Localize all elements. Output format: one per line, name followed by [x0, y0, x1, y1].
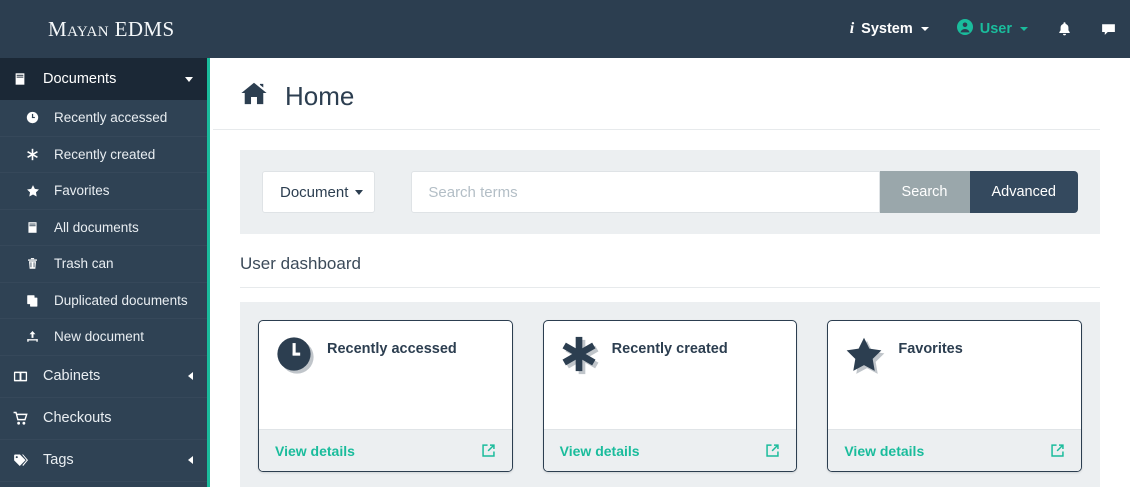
book-icon: [13, 72, 35, 86]
navbar-right-group: i System User: [836, 0, 1130, 58]
sidebar-item-trash-can[interactable]: Trash can: [0, 246, 207, 283]
advanced-search-button[interactable]: Advanced: [969, 171, 1078, 213]
card-title: Favorites: [898, 341, 963, 357]
chevron-down-icon: [185, 76, 193, 82]
search-input-wrapper: [411, 171, 880, 213]
user-circle-icon: [956, 19, 973, 39]
search-panel: Document Search Advanced: [240, 150, 1100, 234]
sidebar-item-new-document[interactable]: New document: [0, 319, 207, 356]
sidebar-item-label: Checkouts: [43, 410, 112, 426]
sidebar-item-label: Trash can: [54, 256, 114, 272]
sidebar-item-label: Cabinets: [43, 368, 101, 384]
info-icon: i: [849, 20, 855, 37]
sidebar-item-recently-accessed[interactable]: Recently accessed: [0, 100, 207, 137]
home-icon: [240, 80, 268, 113]
clock-icon: [275, 335, 313, 378]
chevron-left-icon: [188, 456, 193, 464]
external-link-icon: [481, 443, 496, 458]
clock-icon: [26, 111, 46, 124]
card-title: Recently accessed: [327, 341, 457, 357]
page-title: Home: [285, 81, 355, 111]
sidebar-group-label: Documents: [43, 71, 117, 87]
page-header: Home: [213, 58, 1100, 130]
sidebar-item-label: Tags: [43, 452, 74, 468]
sidebar-item-label: Recently created: [54, 146, 156, 162]
tags-icon: [13, 453, 35, 468]
search-scope-value: Document: [280, 183, 349, 201]
card-body: Recently created: [544, 321, 797, 429]
dashboard-heading: User dashboard: [240, 254, 1100, 288]
top-navbar: Mayan EDMS i System User: [0, 0, 1130, 58]
sidebar: Documents Recently accessed Recently cre…: [0, 58, 210, 487]
shopping-cart-icon: [13, 411, 35, 426]
chevron-left-icon: [188, 372, 193, 380]
dashboard-card-favorites[interactable]: Favorites View details: [827, 320, 1083, 472]
sidebar-item-label: New document: [54, 329, 145, 345]
sidebar-item-label: Duplicated documents: [54, 292, 188, 308]
dashboard-card-recently-created[interactable]: Recently created View details: [542, 320, 798, 472]
card-link-label: View details: [559, 442, 640, 459]
main-content: Home Document Search Advanced User dashb…: [213, 58, 1130, 487]
system-menu[interactable]: i System: [836, 0, 943, 58]
search-scope-select[interactable]: Document: [262, 171, 376, 213]
user-menu-label: User: [979, 21, 1012, 37]
sidebar-item-favorites[interactable]: Favorites: [0, 173, 207, 210]
book-icon: [26, 221, 46, 234]
card-body: Favorites: [828, 321, 1081, 429]
sidebar-item-label: All documents: [54, 219, 139, 235]
asterisk-icon: [26, 148, 46, 161]
system-menu-label: System: [861, 21, 913, 37]
card-title: Recently created: [611, 341, 728, 357]
card-link-label: View details: [275, 442, 355, 459]
trash-icon: [26, 257, 46, 270]
bell-icon[interactable]: [1042, 0, 1086, 58]
card-link-label: View details: [844, 442, 925, 459]
sidebar-group-documents[interactable]: Documents: [0, 58, 207, 100]
card-view-details-link[interactable]: View details: [828, 429, 1082, 471]
sidebar-item-tags[interactable]: Tags: [0, 440, 207, 482]
sidebar-item-checkouts[interactable]: Checkouts: [0, 398, 207, 440]
brand-logo[interactable]: Mayan EDMS: [48, 16, 175, 41]
sidebar-item-all-documents[interactable]: All documents: [0, 210, 207, 247]
external-link-icon: [1050, 443, 1065, 458]
dashboard-card-recently-accessed[interactable]: Recently accessed View details: [258, 320, 513, 472]
sidebar-item-label: Recently accessed: [54, 110, 168, 126]
search-button[interactable]: Search: [879, 171, 970, 213]
dashboard-panel: Recently accessed View details: [240, 302, 1100, 487]
upload-icon: [26, 330, 46, 343]
chevron-down-icon: [1020, 27, 1028, 31]
sidebar-item-cabinets[interactable]: Cabinets: [0, 356, 207, 398]
asterisk-icon: [560, 335, 598, 378]
sidebar-item-label: Favorites: [54, 183, 110, 199]
columns-icon: [13, 369, 35, 384]
card-view-details-link[interactable]: View details: [259, 429, 512, 471]
star-icon: [844, 335, 884, 380]
star-icon: [26, 184, 46, 198]
comment-icon[interactable]: [1086, 0, 1130, 58]
chevron-down-icon: [920, 27, 929, 31]
sidebar-item-duplicated-documents[interactable]: Duplicated documents: [0, 283, 207, 320]
user-menu[interactable]: User: [943, 0, 1042, 58]
external-link-icon: [765, 443, 780, 458]
search-input[interactable]: [411, 171, 880, 213]
sidebar-item-recently-created[interactable]: Recently created: [0, 137, 207, 174]
chevron-down-icon: [355, 189, 364, 195]
copy-icon: [26, 294, 46, 307]
card-body: Recently accessed: [259, 321, 512, 429]
card-view-details-link[interactable]: View details: [543, 429, 797, 471]
